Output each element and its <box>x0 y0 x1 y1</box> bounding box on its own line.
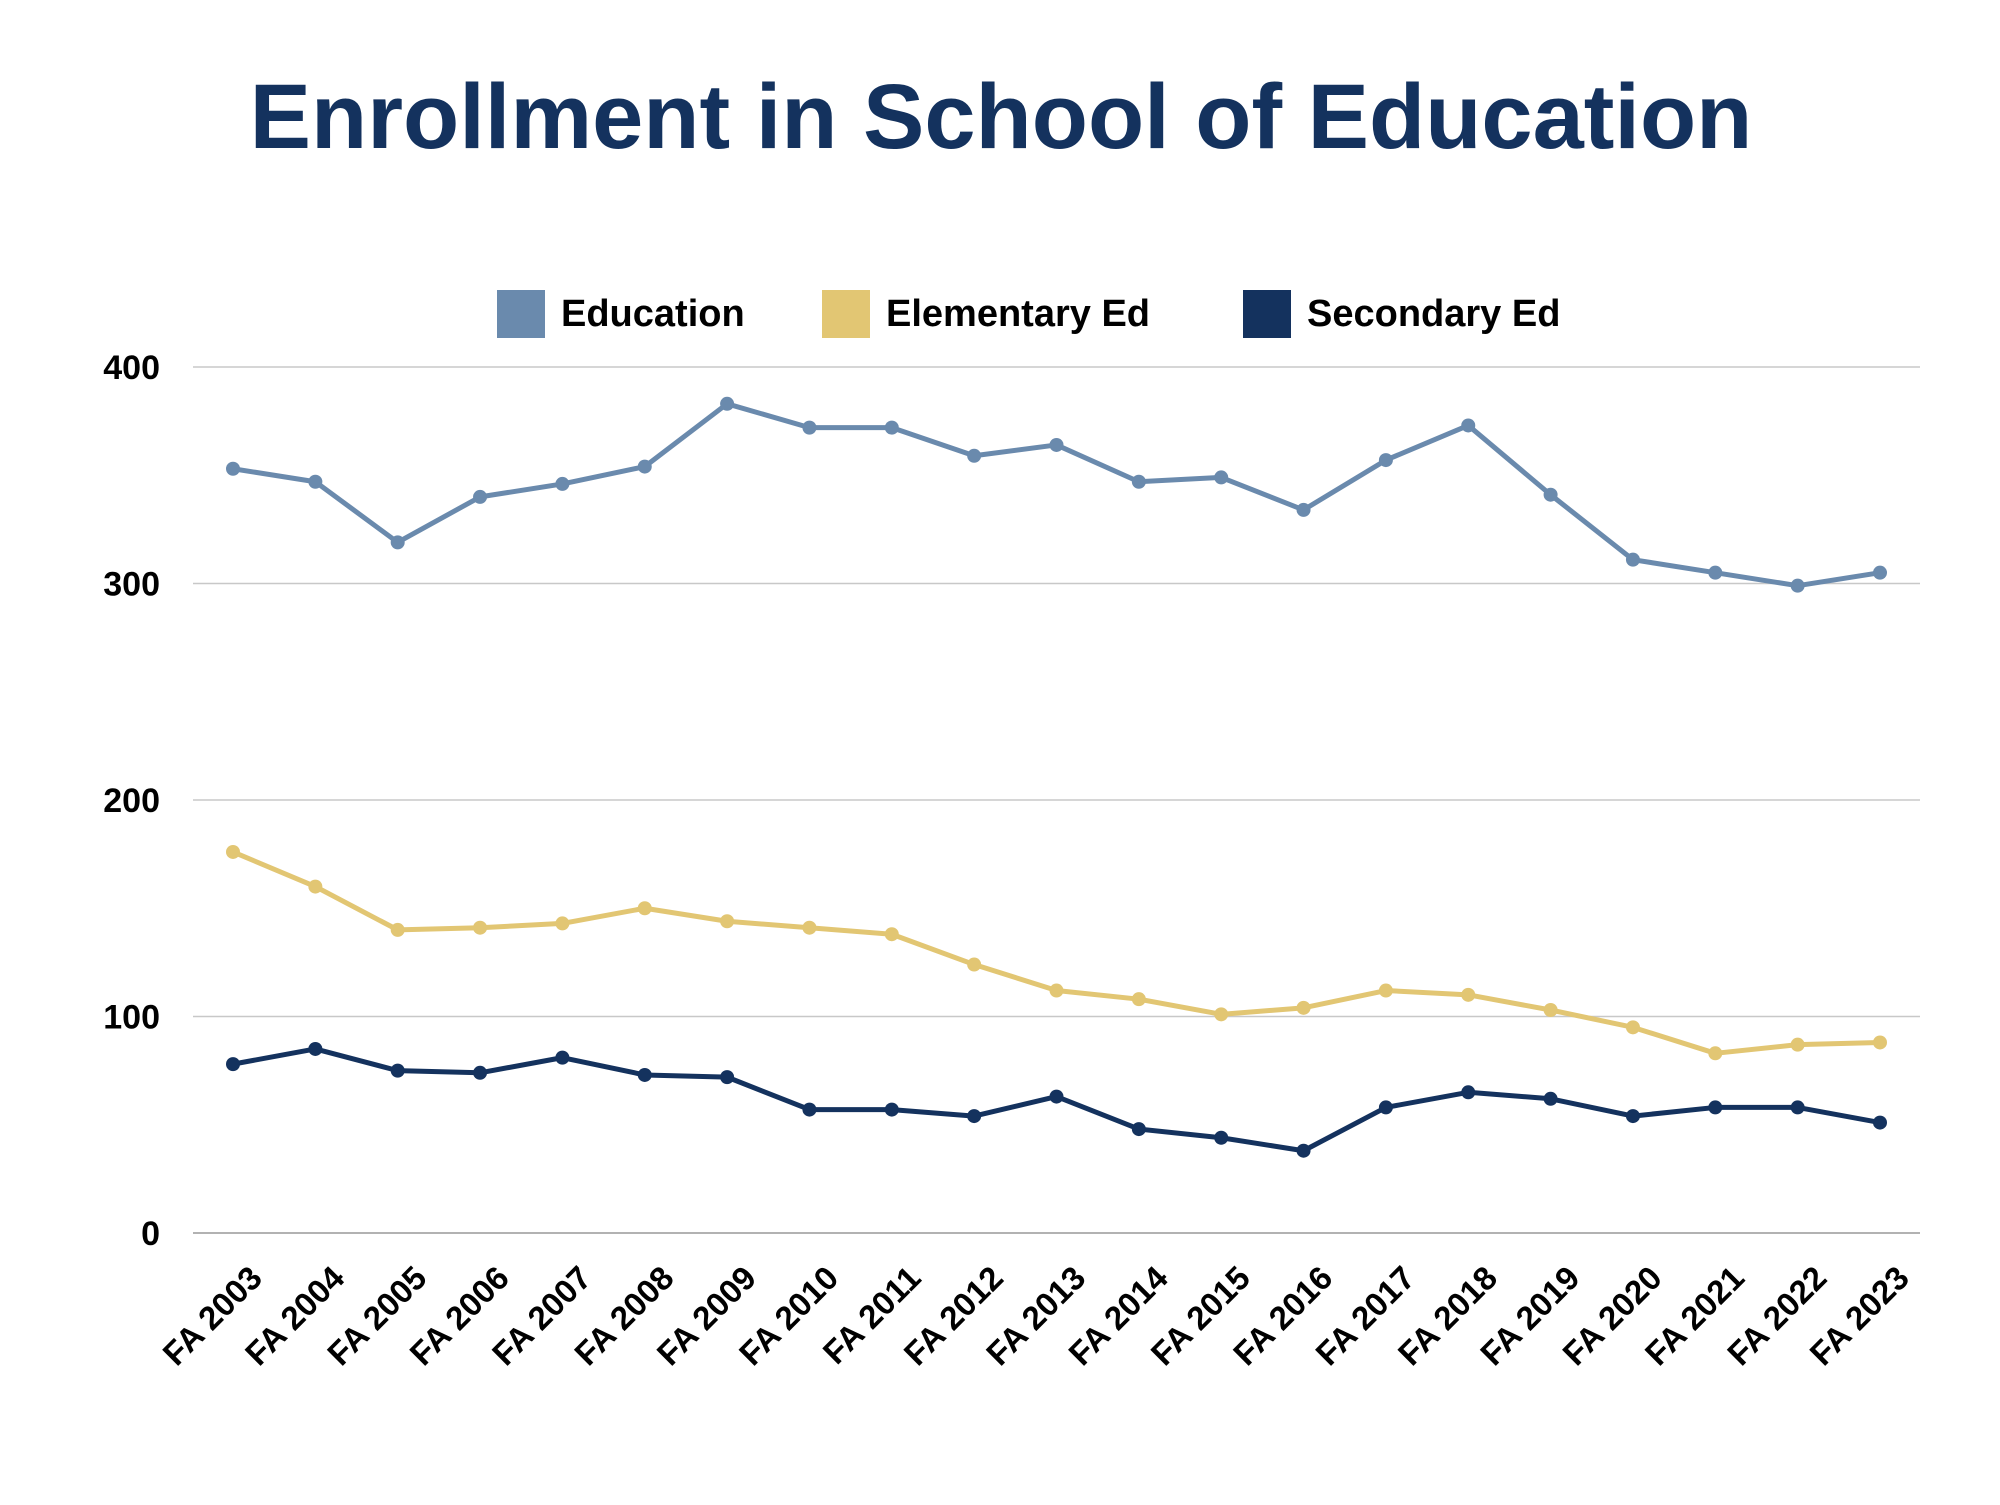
data-point <box>473 920 488 935</box>
data-point <box>555 476 570 491</box>
data-point <box>1214 1130 1229 1145</box>
data-point <box>1543 487 1558 502</box>
series-education <box>226 396 1887 593</box>
data-point <box>1625 552 1640 567</box>
data-point <box>1708 1100 1723 1115</box>
data-point <box>1378 983 1393 998</box>
data-point <box>1790 578 1805 593</box>
y-tick-label: 0 <box>141 1215 160 1253</box>
data-point <box>555 1050 570 1065</box>
data-point <box>637 901 652 916</box>
data-point <box>473 489 488 504</box>
data-point <box>1049 437 1064 452</box>
data-point <box>637 1067 652 1082</box>
data-point <box>1873 1115 1887 1130</box>
data-point <box>1214 470 1229 485</box>
data-point <box>308 879 323 894</box>
data-point <box>884 420 899 435</box>
data-point <box>226 844 240 859</box>
legend: Education Elementary Ed Secondary Ed <box>497 290 1560 338</box>
data-point <box>1873 565 1887 580</box>
y-tick-label: 300 <box>103 566 160 604</box>
y-tick-label: 100 <box>103 999 160 1037</box>
series-group <box>226 396 1887 1158</box>
data-point <box>967 957 982 972</box>
data-point <box>1378 1100 1393 1115</box>
data-point <box>802 420 817 435</box>
data-point <box>1625 1020 1640 1035</box>
data-point <box>802 920 817 935</box>
data-point <box>1461 987 1476 1002</box>
data-point <box>1543 1091 1558 1106</box>
data-point <box>637 459 652 474</box>
data-point <box>884 1102 899 1117</box>
data-point <box>1461 418 1476 433</box>
data-point <box>390 535 405 550</box>
data-point <box>308 474 323 489</box>
data-point <box>1131 1122 1146 1137</box>
data-point <box>473 1065 488 1080</box>
data-point <box>1461 1085 1476 1100</box>
legend-label: Secondary Ed <box>1307 293 1560 335</box>
data-point <box>1049 1089 1064 1104</box>
data-point <box>720 1070 735 1085</box>
data-point <box>1543 1003 1558 1018</box>
data-point <box>226 461 240 476</box>
data-point <box>1708 565 1723 580</box>
data-point <box>555 916 570 931</box>
data-point <box>802 1102 817 1117</box>
gridlines <box>193 366 1920 1234</box>
data-point <box>390 1063 405 1078</box>
data-point <box>1790 1037 1805 1052</box>
data-point <box>884 927 899 942</box>
chart-title: Enrollment in School of Education <box>250 66 1753 168</box>
y-tick-label: 200 <box>103 782 160 820</box>
legend-label: Education <box>561 293 745 335</box>
data-point <box>1625 1109 1640 1124</box>
legend-swatch <box>822 290 870 338</box>
data-point <box>1131 992 1146 1007</box>
data-point <box>1049 983 1064 998</box>
data-point <box>1296 1143 1311 1158</box>
data-point <box>1790 1100 1805 1115</box>
legend-swatch <box>1243 290 1291 338</box>
y-tick-label: 400 <box>103 349 160 387</box>
data-point <box>720 914 735 929</box>
data-point <box>1873 1035 1887 1050</box>
legend-swatch <box>497 290 545 338</box>
data-point <box>308 1041 323 1056</box>
data-point <box>720 396 735 411</box>
data-point <box>1214 1007 1229 1022</box>
data-point <box>967 1109 982 1124</box>
data-point <box>226 1057 240 1072</box>
data-point <box>1378 453 1393 468</box>
data-point <box>1296 502 1311 517</box>
data-point <box>967 448 982 463</box>
series-secondary-ed <box>226 1041 1887 1158</box>
legend-label: Elementary Ed <box>886 293 1150 335</box>
data-point <box>1131 474 1146 489</box>
y-axis-ticks: 0 100 200 300 400 <box>103 349 160 1253</box>
series-elementary-ed <box>226 844 1887 1061</box>
data-point <box>1296 1000 1311 1015</box>
data-point <box>1708 1046 1723 1061</box>
data-point <box>390 922 405 937</box>
